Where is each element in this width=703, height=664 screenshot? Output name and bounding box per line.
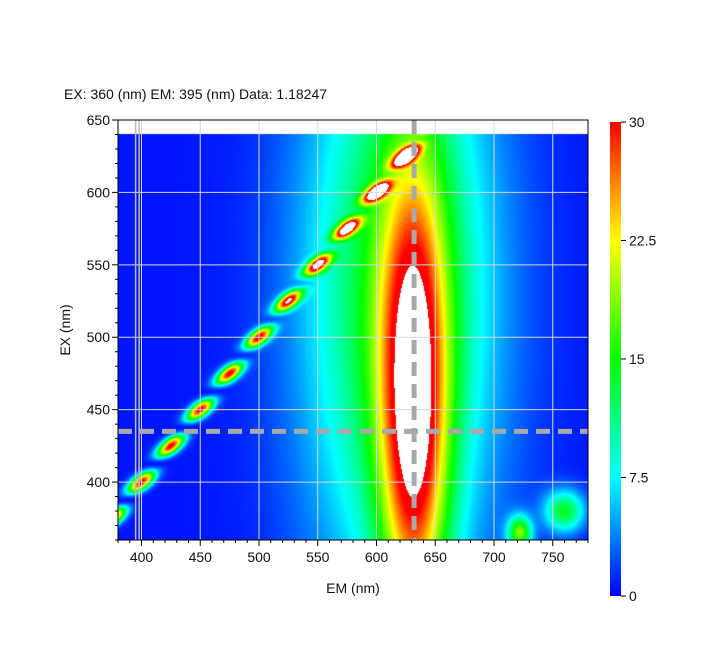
x-tick-label: 750	[541, 549, 565, 565]
crosshair[interactable]	[118, 120, 588, 540]
colorbar-tick-label: 15	[629, 351, 645, 367]
x-tick-label: 600	[365, 549, 389, 565]
cursor-lines	[134, 120, 140, 540]
grid-lines	[118, 119, 588, 540]
colorbar-tick-label: 0	[629, 588, 637, 604]
x-tick-label: 650	[424, 549, 448, 565]
colorbar-axis: 0 7.5 15 22.5 30	[621, 114, 656, 604]
y-tick-label: 400	[87, 474, 111, 490]
colorbar-tick-label: 22.5	[629, 233, 656, 249]
y-axis-title: EX (nm)	[57, 304, 73, 355]
data-readout: EX: 360 (nm) EM: 395 (nm) Data: 1.18247	[64, 86, 328, 102]
y-tick-label: 500	[87, 329, 111, 345]
y-tick-label: 550	[87, 257, 111, 273]
x-tick-label: 400	[130, 549, 154, 565]
y-axis: 400 450 500 550 600 650	[87, 112, 118, 541]
x-tick-label: 700	[482, 549, 506, 565]
y-tick-label: 650	[87, 112, 111, 128]
x-tick-label: 450	[189, 549, 213, 565]
y-tick-label: 450	[87, 402, 111, 418]
colorbar	[610, 122, 621, 596]
x-axis: 400 450 500 550 600 650 700 750	[117, 540, 589, 565]
x-axis-title: EM (nm)	[326, 580, 380, 596]
colorbar-tick-label: 30	[629, 114, 645, 130]
x-tick-label: 500	[247, 549, 271, 565]
x-tick-label: 550	[306, 549, 330, 565]
heatmap-image	[118, 120, 588, 540]
colorbar-tick-label: 7.5	[629, 470, 649, 486]
y-tick-label: 600	[87, 184, 111, 200]
